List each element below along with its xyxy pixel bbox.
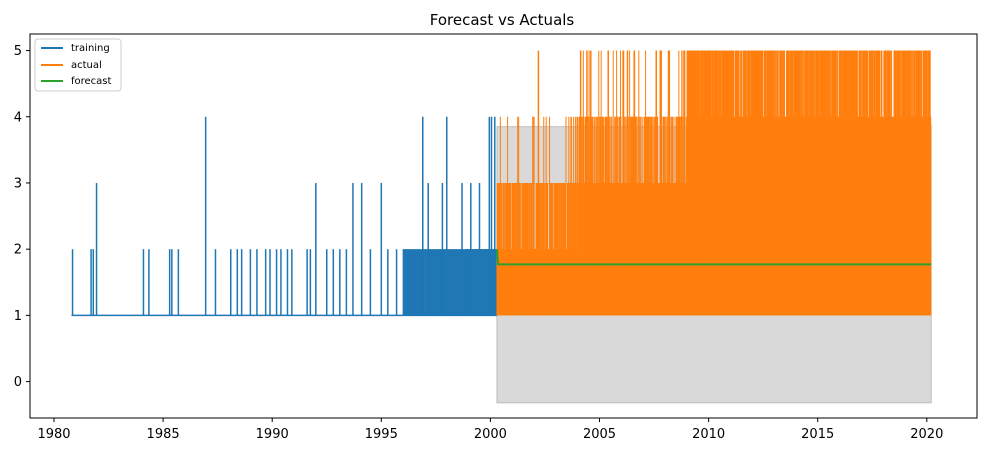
x-tick-label: 1990: [256, 427, 289, 442]
plot-frame: [29, 33, 978, 419]
y-tick-label: 1: [14, 309, 22, 324]
x-tick-label: 2005: [583, 427, 616, 442]
x-tick-label: 2020: [910, 427, 943, 442]
y-tick-label: 4: [14, 110, 22, 125]
y-tick-label: 3: [14, 176, 22, 191]
x-tick-label: 2010: [692, 427, 725, 442]
x-tick-label: 1985: [147, 427, 180, 442]
legend-frame: [34, 38, 122, 92]
legend: training actual forecast: [34, 38, 122, 92]
legend-label-forecast: forecast: [71, 76, 112, 87]
y-axis: 0 1 2 3 4 5: [14, 44, 30, 390]
series-layer: [71, 50, 932, 317]
x-tick-label: 1995: [365, 427, 398, 442]
y-tick-label: 5: [14, 44, 22, 59]
x-axis: 1980 1985 1990 1995 2000 2005 2010 2015 2020: [37, 418, 943, 442]
legend-label-actual: actual: [71, 60, 102, 71]
chart-title: Forecast vs Actuals: [430, 11, 575, 29]
series-training: [71, 116, 497, 317]
series-forecast-line: [495, 249, 932, 266]
y-tick-label: 2: [14, 243, 22, 258]
x-tick-label: 1980: [37, 427, 70, 442]
y-tick-label: 0: [14, 375, 22, 390]
x-tick-label: 2015: [801, 427, 834, 442]
series-actual: [496, 50, 932, 316]
legend-label-training: training: [71, 43, 110, 54]
x-tick-label: 2000: [474, 427, 507, 442]
actual-dense-fill: [697, 123, 932, 316]
